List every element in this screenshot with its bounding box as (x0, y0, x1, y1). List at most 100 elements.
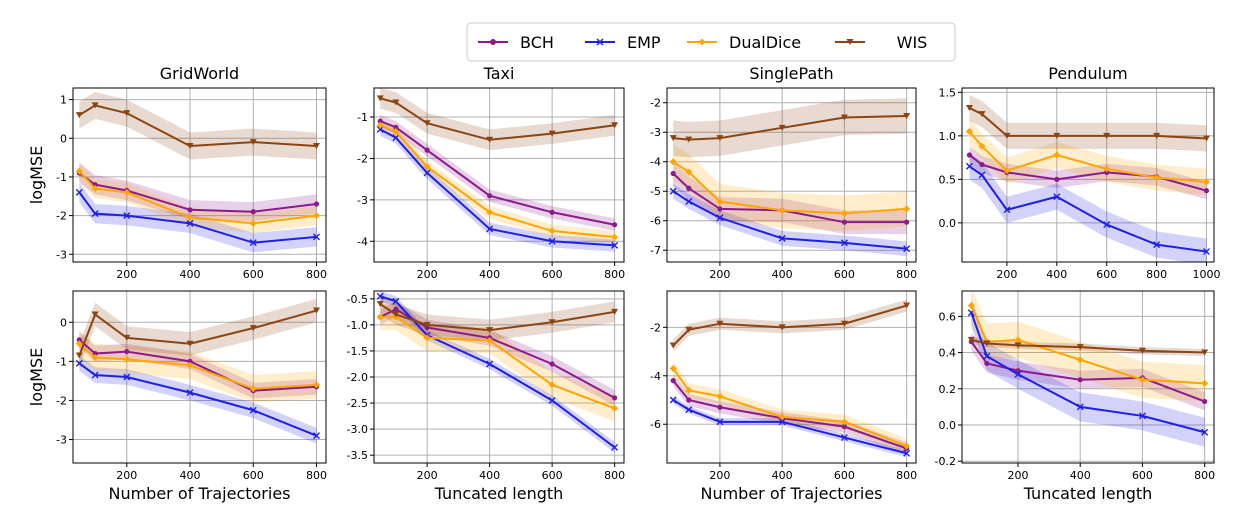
confidence-band (380, 88, 615, 151)
plot-area (376, 88, 619, 252)
data-point (1153, 174, 1161, 182)
data-point (978, 142, 986, 150)
x-tick-label: 200 (709, 268, 730, 281)
x-tick-label: 600 (1096, 268, 1117, 281)
data-point (716, 198, 724, 206)
y-tick-label: -1 (357, 111, 368, 124)
data-point (1103, 132, 1111, 139)
y-tick-label: -1.5 (347, 345, 368, 358)
data-point (376, 301, 384, 308)
data-point (91, 353, 99, 361)
data-point (840, 209, 848, 217)
data-point (1203, 188, 1210, 194)
series-line (970, 312, 1205, 434)
data-point (75, 340, 83, 348)
data-point (376, 292, 384, 300)
series-line (379, 295, 616, 449)
series-line (78, 172, 317, 213)
data-point (685, 168, 693, 176)
data-point (313, 381, 321, 389)
data-point (611, 233, 619, 241)
data-point (75, 188, 83, 196)
data-point (979, 161, 985, 168)
data-point (91, 185, 99, 193)
data-point (903, 113, 911, 120)
data-point (841, 424, 848, 430)
data-point (778, 234, 786, 242)
data-point (983, 352, 991, 360)
data-point (377, 118, 383, 124)
y-tick-label: -3 (357, 194, 368, 207)
confidence-band (971, 298, 1205, 447)
y-tick-label: -5 (650, 185, 661, 198)
data-point (984, 360, 990, 367)
data-point (486, 360, 494, 368)
plot-area (967, 291, 1209, 447)
data-point (75, 359, 83, 367)
confidence-band (380, 304, 615, 422)
plot-area (669, 98, 911, 257)
x-tick-label: 800 (604, 268, 625, 281)
data-point (313, 201, 320, 207)
confidence-band (969, 94, 1207, 152)
y-tick-label: -3 (56, 434, 67, 447)
data-point (486, 337, 494, 345)
x-tick-label: 400 (479, 268, 500, 281)
data-point (91, 210, 99, 218)
y-tick-label: 0.0 (939, 217, 957, 230)
data-point (249, 239, 257, 247)
data-point (669, 342, 677, 349)
data-point (123, 334, 131, 341)
x-tick-label: 400 (180, 469, 201, 482)
plot-area (376, 291, 619, 453)
y-tick-label: -6 (650, 215, 661, 228)
data-point (1077, 377, 1083, 383)
data-point (1201, 349, 1209, 356)
data-point (548, 319, 556, 326)
x-tick-label: 600 (243, 469, 264, 482)
x-tick-label: 200 (709, 469, 730, 482)
data-point (966, 152, 973, 158)
x-tick-label: 600 (834, 268, 855, 281)
confidence-band (79, 298, 317, 368)
axes-frame (961, 87, 1215, 263)
data-point (1003, 206, 1011, 214)
x-tick-label: 200 (996, 268, 1017, 281)
data-point (669, 158, 677, 166)
data-point (392, 297, 400, 305)
confidence-band (971, 332, 1205, 411)
x-axis-label: Tuncated length (1023, 484, 1153, 503)
data-point (423, 163, 431, 171)
data-point (1076, 403, 1084, 411)
data-point (686, 397, 692, 403)
confidence-band (380, 301, 615, 406)
data-point (249, 139, 257, 146)
x-tick-label: 800 (1146, 268, 1167, 281)
data-point (91, 371, 99, 379)
data-point (717, 404, 723, 410)
data-point (313, 233, 321, 241)
data-point (1003, 132, 1011, 139)
data-point (249, 325, 257, 332)
data-point (716, 135, 724, 142)
data-point (75, 167, 83, 175)
data-point (778, 324, 786, 331)
legend-label-emp: EMP (627, 33, 661, 52)
series-line (970, 341, 1206, 403)
data-point (376, 95, 384, 102)
x-axis-label: Number of Trajectories (108, 484, 290, 503)
plot-area (75, 91, 321, 253)
data-point (91, 102, 99, 109)
y-tick-label: -4 (650, 156, 661, 169)
data-point (778, 413, 786, 421)
x-axis-label: Tuncated length (434, 484, 564, 503)
data-point (393, 306, 399, 312)
series-line (672, 304, 907, 347)
legend-entry-dualdice: DualDice (687, 33, 801, 52)
data-point (965, 105, 973, 112)
data-point (186, 219, 194, 227)
data-point (392, 134, 400, 142)
data-point (1201, 428, 1209, 436)
data-point (91, 311, 99, 318)
data-point (392, 128, 400, 135)
